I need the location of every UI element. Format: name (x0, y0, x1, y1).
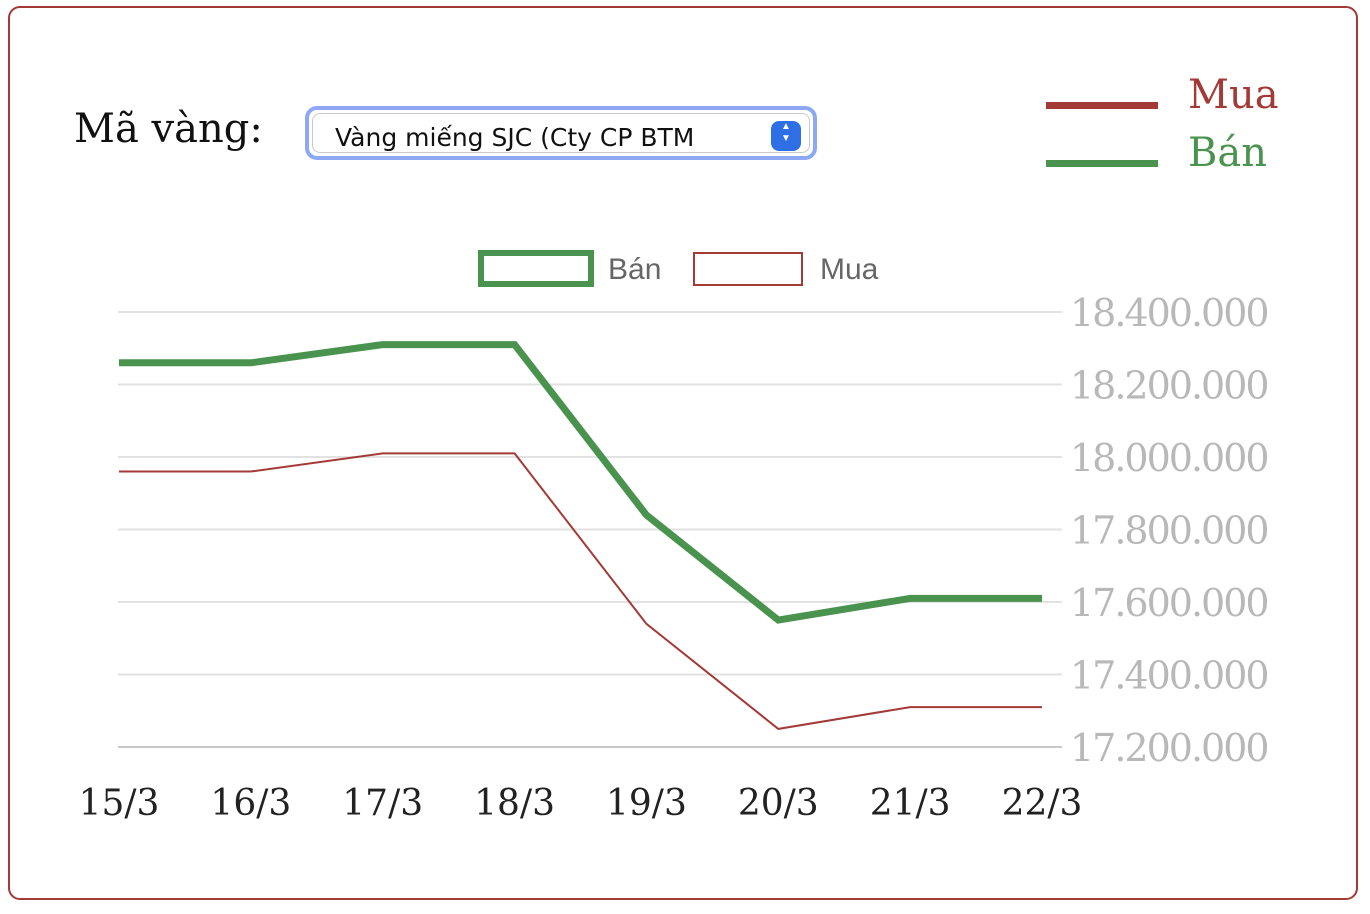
ban-swatch (1046, 160, 1158, 167)
chart-legend-label: Bán (608, 253, 661, 286)
y-tick-label: 18.000.000 (1070, 436, 1268, 480)
outer-legend-mua-label: Mua (1188, 72, 1279, 118)
gold-code-select[interactable]: Vàng miếng SJC (Cty CP BTM ▲ ▼ (305, 106, 817, 160)
gold-code-label: Mã vàng: (74, 106, 263, 152)
series-line-ban (119, 341, 1042, 624)
x-tick-label: 16/3 (210, 783, 291, 824)
gold-code-select-value: Vàng miếng SJC (Cty CP BTM (335, 123, 695, 152)
y-tick-label: 17.800.000 (1070, 509, 1268, 553)
y-tick-label: 18.200.000 (1070, 364, 1268, 408)
gold-code-select-inner: Vàng miếng SJC (Cty CP BTM ▲ ▼ (312, 113, 810, 153)
chart-legend-swatch (693, 252, 803, 286)
y-tick-label: 17.400.000 (1070, 654, 1268, 698)
outer-legend-ban-label: Bán (1188, 130, 1268, 176)
x-tick-label: 22/3 (1002, 783, 1083, 824)
chart-legend-swatch (478, 250, 594, 287)
select-stepper-icon[interactable]: ▲ ▼ (771, 121, 801, 151)
y-tick-label: 18.400.000 (1070, 291, 1268, 335)
y-tick-label: 17.600.000 (1070, 581, 1268, 625)
y-tick-label: 17.200.000 (1070, 726, 1268, 770)
x-tick-label: 15/3 (79, 783, 160, 824)
mua-swatch (1046, 102, 1158, 109)
x-tick-label: 18/3 (474, 783, 555, 824)
x-tick-label: 20/3 (738, 783, 819, 824)
x-tick-label: 19/3 (606, 783, 687, 824)
x-tick-label: 21/3 (870, 783, 951, 824)
chart-legend-label: Mua (820, 253, 879, 286)
x-tick-label: 17/3 (342, 783, 423, 824)
series-line-mua (119, 452, 1042, 730)
